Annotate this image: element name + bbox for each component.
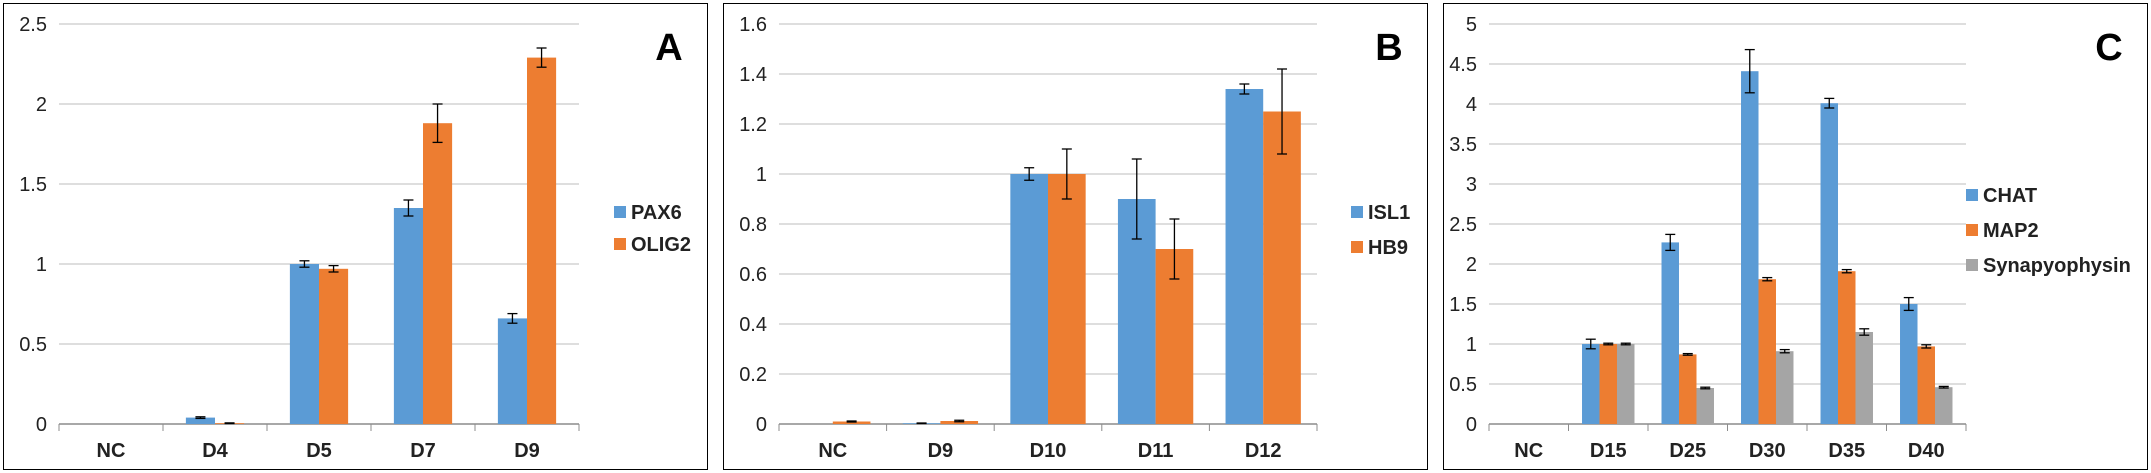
legend-swatch-olig2 [614, 238, 626, 250]
y-tick-label: 2.5 [1449, 214, 1477, 236]
bar-pax6-d4 [185, 417, 215, 424]
bar-hb9-d12 [1263, 111, 1301, 424]
legend-label-map2: MAP2 [1983, 220, 2039, 242]
y-tick-label: 0.8 [739, 214, 767, 236]
bar-pax6-d5 [289, 264, 319, 424]
legend-label-isl1: ISL1 [1368, 202, 1410, 224]
chart-a-svg: 0 0.5 1 1.5 2 2.5 NC D4 D5 D7 D9 PAX6 OLIG2 A [19, 14, 691, 462]
y-tick-label: 1 [36, 254, 47, 276]
chart-panel-c: 0 0.5 1 1.5 2 2.5 3 3.5 4 4.5 5 NC D15 D25 D30 D35 D40 CH… [1443, 3, 2148, 470]
legend-swatch-isl1 [1351, 206, 1363, 218]
bar-chat-d40 [1900, 304, 1918, 424]
y-tick-label: 1 [1466, 334, 1477, 356]
bar-chat-d25 [1661, 242, 1680, 424]
bar-chat-d30 [1741, 71, 1759, 424]
category-label: D4 [202, 440, 228, 462]
y-tick-label: 1 [756, 164, 767, 186]
bar-isl1-d10 [1010, 174, 1048, 424]
category-label: D25 [1669, 440, 1706, 462]
bar-isl1-d12 [1225, 89, 1264, 424]
bar-hb9-nc [832, 421, 871, 424]
bar-hb9-d10 [1048, 174, 1086, 424]
bar-map2-d35 [1838, 271, 1856, 424]
category-label: NC [1514, 440, 1543, 462]
y-tick-label: 1.4 [739, 64, 767, 86]
y-tick-label: 0 [36, 414, 47, 436]
bar-pax6-d7 [393, 208, 423, 424]
category-label: D11 [1138, 440, 1174, 462]
bar-synapyophysin-d40 [1934, 387, 1953, 424]
y-tick-label: 4.5 [1449, 54, 1477, 76]
bar-hb9-d9 [940, 421, 979, 424]
legend-label-pax6: PAX6 [631, 202, 682, 224]
y-tick-label: 0.6 [739, 264, 767, 286]
y-tick-label: 0.5 [19, 334, 47, 356]
bar-olig2-d5 [319, 268, 349, 424]
category-label: D12 [1245, 440, 1282, 462]
y-tick-label: 0 [756, 414, 767, 436]
bar-chat-d35 [1820, 103, 1839, 424]
y-tick-label: 1.6 [739, 14, 767, 36]
chart-panel-a: 0 0.5 1 1.5 2 2.5 NC D4 D5 D7 D9 PAX6 OLIG2 A [3, 3, 708, 470]
y-tick-label: 2.5 [19, 14, 47, 36]
legend-swatch-map2 [1966, 224, 1978, 236]
panel-letter: A [655, 27, 682, 69]
chart-panel-b: 0 0.2 0.4 0.6 0.8 1 1.2 1.4 1.6 NC D9 D10 D11 D12 ISL1… [723, 3, 1428, 470]
y-tick-label: 1.5 [1449, 294, 1477, 316]
legend-swatch-pax6 [614, 206, 626, 218]
category-label: D10 [1030, 440, 1067, 462]
bar-map2-d25 [1679, 354, 1697, 424]
bar-olig2-d7 [423, 123, 453, 424]
y-tick-label: 4 [1466, 94, 1477, 116]
category-label: D9 [928, 440, 954, 462]
category-label: D9 [514, 440, 540, 462]
legend-swatch-hb9 [1351, 241, 1363, 253]
category-label: D15 [1590, 440, 1627, 462]
bar-pax6-d9 [497, 318, 527, 424]
y-tick-label: 5 [1466, 14, 1477, 36]
legend-swatch-synapyophysin [1966, 259, 1978, 271]
y-tick-label: 0.5 [1449, 374, 1477, 396]
legend-swatch-chat [1966, 189, 1978, 201]
bar-map2-d40 [1917, 346, 1935, 424]
category-label: D5 [306, 440, 332, 462]
panel-letter: C [2095, 27, 2122, 69]
legend-label-hb9: HB9 [1368, 237, 1408, 259]
category-label: D40 [1908, 440, 1945, 462]
y-tick-label: 2 [36, 94, 47, 116]
y-tick-label: 3 [1466, 174, 1477, 196]
category-label: D7 [410, 440, 436, 462]
bar-map2-d30 [1758, 279, 1776, 424]
legend-label-synapyophysin: Synapyophysin [1983, 255, 2131, 277]
y-tick-label: 0.4 [739, 314, 767, 336]
category-label: D30 [1749, 440, 1786, 462]
category-label: NC [818, 440, 847, 462]
y-tick-label: 2 [1466, 254, 1477, 276]
panel-letter: B [1375, 27, 1402, 69]
chart-c-svg: 0 0.5 1 1.5 2 2.5 3 3.5 4 4.5 5 NC D15 D25 D30 D35 D40 CH… [1449, 14, 2131, 462]
y-tick-label: 1.5 [19, 174, 47, 196]
chart-b-svg: 0 0.2 0.4 0.6 0.8 1 1.2 1.4 1.6 NC D9 D10 D11 D12 ISL1… [739, 14, 1410, 462]
bar-olig2-d9 [527, 57, 557, 424]
bar-synapyophysin-d35 [1855, 332, 1873, 424]
bar-synapyophysin-d15 [1616, 344, 1635, 424]
category-label: NC [97, 440, 126, 462]
legend-label-chat: CHAT [1983, 185, 2037, 207]
category-label: D35 [1828, 440, 1865, 462]
bar-synapyophysin-d25 [1696, 388, 1714, 424]
y-tick-label: 1.2 [739, 114, 767, 136]
legend-label-olig2: OLIG2 [631, 234, 691, 256]
y-tick-label: 0.2 [739, 364, 767, 386]
bar-map2-d15 [1599, 344, 1617, 424]
y-tick-label: 3.5 [1449, 134, 1477, 156]
bar-chat-d15 [1582, 344, 1600, 424]
bar-synapyophysin-d30 [1775, 351, 1794, 424]
y-tick-label: 0 [1466, 414, 1477, 436]
